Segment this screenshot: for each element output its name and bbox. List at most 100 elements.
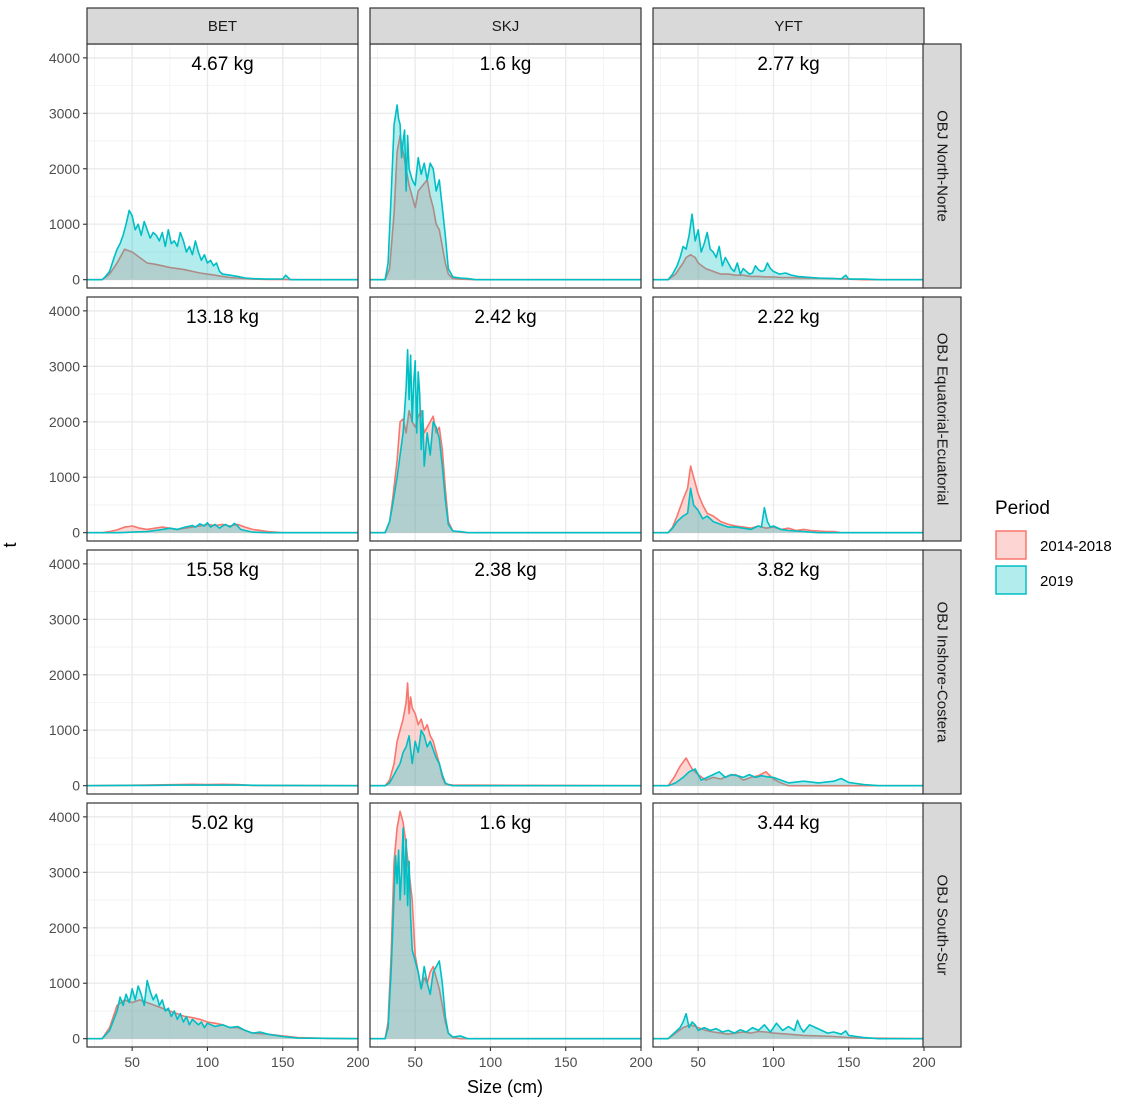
- y-tick-label: 3000: [49, 358, 80, 374]
- y-tick-label: 4000: [49, 303, 80, 319]
- y-tick-label: 2000: [49, 667, 80, 683]
- x-tick-label: 100: [196, 1054, 220, 1070]
- panel-background: [653, 803, 924, 1047]
- panel-annotation: 2.77 kg: [757, 54, 819, 75]
- area-2014-2018: [87, 249, 358, 280]
- strip-label: OBJ Inshore-Costera: [934, 602, 951, 744]
- area-2014-2018: [653, 1024, 924, 1039]
- panel-annotation: 5.02 kg: [191, 813, 253, 834]
- strip-background: [369, 7, 642, 45]
- panel-annotation: 2.42 kg: [474, 307, 536, 328]
- x-tick-label: 200: [629, 1054, 653, 1070]
- row-strip-obj-equatorial-ecuatorial: OBJ Equatorial-Ecuatorial: [922, 296, 962, 542]
- row-strip-obj-inshore-costera: OBJ Inshore-Costera: [922, 549, 962, 795]
- area-2014-2018: [370, 410, 641, 533]
- row-strip-obj-north-norte: OBJ North-Norte: [922, 43, 962, 289]
- x-tick-label: 200: [346, 1054, 370, 1070]
- y-tick-label: 1000: [49, 469, 80, 485]
- area-2019: [87, 980, 358, 1039]
- x-tick-label: 50: [690, 1054, 706, 1070]
- panel-background: [87, 550, 358, 794]
- panel-border: [369, 549, 642, 795]
- line-2019: [653, 1012, 924, 1040]
- panels-layer: 4.67 kg 1.6 kg 2.77 kg 13.18 kg 2.42 kg 2.22 …: [86, 43, 925, 1048]
- y-tick-label: 3000: [49, 105, 80, 121]
- line-2019: [87, 209, 358, 281]
- panel-border: [86, 802, 359, 1048]
- axes-layer: 0 1000 2000 3000 4000 0 1000 2000 3000 4000 0 1000 2…: [49, 50, 936, 1070]
- strip-label: YFT: [774, 18, 802, 35]
- legend-label-2019: 2019: [1040, 573, 1073, 590]
- y-tick-label: 0: [72, 272, 80, 288]
- line-2014-2018: [370, 134, 641, 281]
- panel-annotation: 3.44 kg: [757, 813, 819, 834]
- panel-obj-south-sur-bet: 5.02 kg: [86, 802, 359, 1048]
- strip-label: OBJ Equatorial-Ecuatorial: [934, 333, 951, 506]
- line-2014-2018: [653, 253, 924, 281]
- area-2014-2018: [87, 999, 358, 1039]
- area-2019: [370, 105, 641, 280]
- x-tick-label: 200: [912, 1054, 936, 1070]
- panel-obj-north-norte-skj: 1.6 kg: [369, 43, 642, 289]
- panel-obj-inshore-costera-yft: 3.82 kg: [652, 549, 925, 795]
- x-tick-label: 150: [837, 1054, 861, 1070]
- area-2014-2018: [653, 758, 924, 786]
- panel-border: [86, 549, 359, 795]
- panel-annotation: 15.58 kg: [186, 560, 259, 581]
- y-tick-label: 4000: [49, 556, 80, 572]
- column-strip-yft: YFT: [652, 7, 925, 45]
- panel-obj-north-norte-yft: 2.77 kg: [652, 43, 925, 289]
- x-axis-title: Size (cm): [467, 1077, 543, 1097]
- area-2019: [653, 769, 924, 786]
- legend: Period 2014-2018 2019: [995, 498, 1112, 595]
- strip-background: [922, 549, 962, 795]
- strip-background: [922, 43, 962, 289]
- line-2019: [370, 827, 641, 1040]
- y-tick-label: 2000: [49, 414, 80, 430]
- line-2019: [370, 104, 641, 281]
- strip-label: OBJ North-Norte: [934, 110, 951, 222]
- area-2014-2018: [653, 466, 924, 533]
- y-tick-label: 3000: [49, 864, 80, 880]
- panel-obj-equatorial-ecuatorial-yft: 2.22 kg: [652, 296, 925, 542]
- legend-swatch-2014-2018: [995, 530, 1027, 560]
- strip-background: [86, 7, 359, 45]
- area-2019: [87, 522, 358, 533]
- y-tick-label: 0: [72, 525, 80, 541]
- panel-obj-south-sur-skj: 1.6 kg: [369, 802, 642, 1048]
- panel-annotation: 2.38 kg: [474, 560, 536, 581]
- x-tick-label: 150: [554, 1054, 578, 1070]
- column-strip-bet: BET: [86, 7, 359, 45]
- panel-annotation: 2.22 kg: [757, 307, 819, 328]
- x-tick-label: 100: [479, 1054, 503, 1070]
- x-tick-label: 150: [271, 1054, 295, 1070]
- strip-label: SKJ: [492, 18, 520, 35]
- panel-border: [86, 296, 359, 542]
- y-tick-label: 3000: [49, 611, 80, 627]
- panel-annotation: 1.6 kg: [480, 813, 532, 834]
- panel-obj-equatorial-ecuatorial-bet: 13.18 kg: [86, 296, 359, 542]
- line-2019: [87, 521, 358, 534]
- line-2019: [653, 768, 924, 787]
- x-tick-label: 50: [407, 1054, 423, 1070]
- y-tick-label: 1000: [49, 216, 80, 232]
- y-tick-label: 4000: [49, 50, 80, 66]
- panel-annotation: 4.67 kg: [191, 54, 253, 75]
- line-2019: [87, 979, 358, 1040]
- y-axis-title: t: [0, 542, 20, 547]
- y-tick-label: 1000: [49, 722, 80, 738]
- panel-background: [87, 297, 358, 541]
- y-tick-label: 0: [72, 1031, 80, 1047]
- strip-background: [652, 7, 925, 45]
- line-2019: [653, 213, 924, 281]
- panel-obj-north-norte-bet: 4.67 kg: [86, 43, 359, 289]
- line-2019: [370, 348, 641, 534]
- strip-label: BET: [208, 18, 237, 35]
- panel-obj-inshore-costera-bet: 15.58 kg: [86, 549, 359, 795]
- line-2019: [370, 729, 641, 787]
- area-2019: [370, 828, 641, 1039]
- y-tick-label: 4000: [49, 809, 80, 825]
- line-2019: [653, 487, 924, 534]
- legend-title: Period: [995, 498, 1050, 519]
